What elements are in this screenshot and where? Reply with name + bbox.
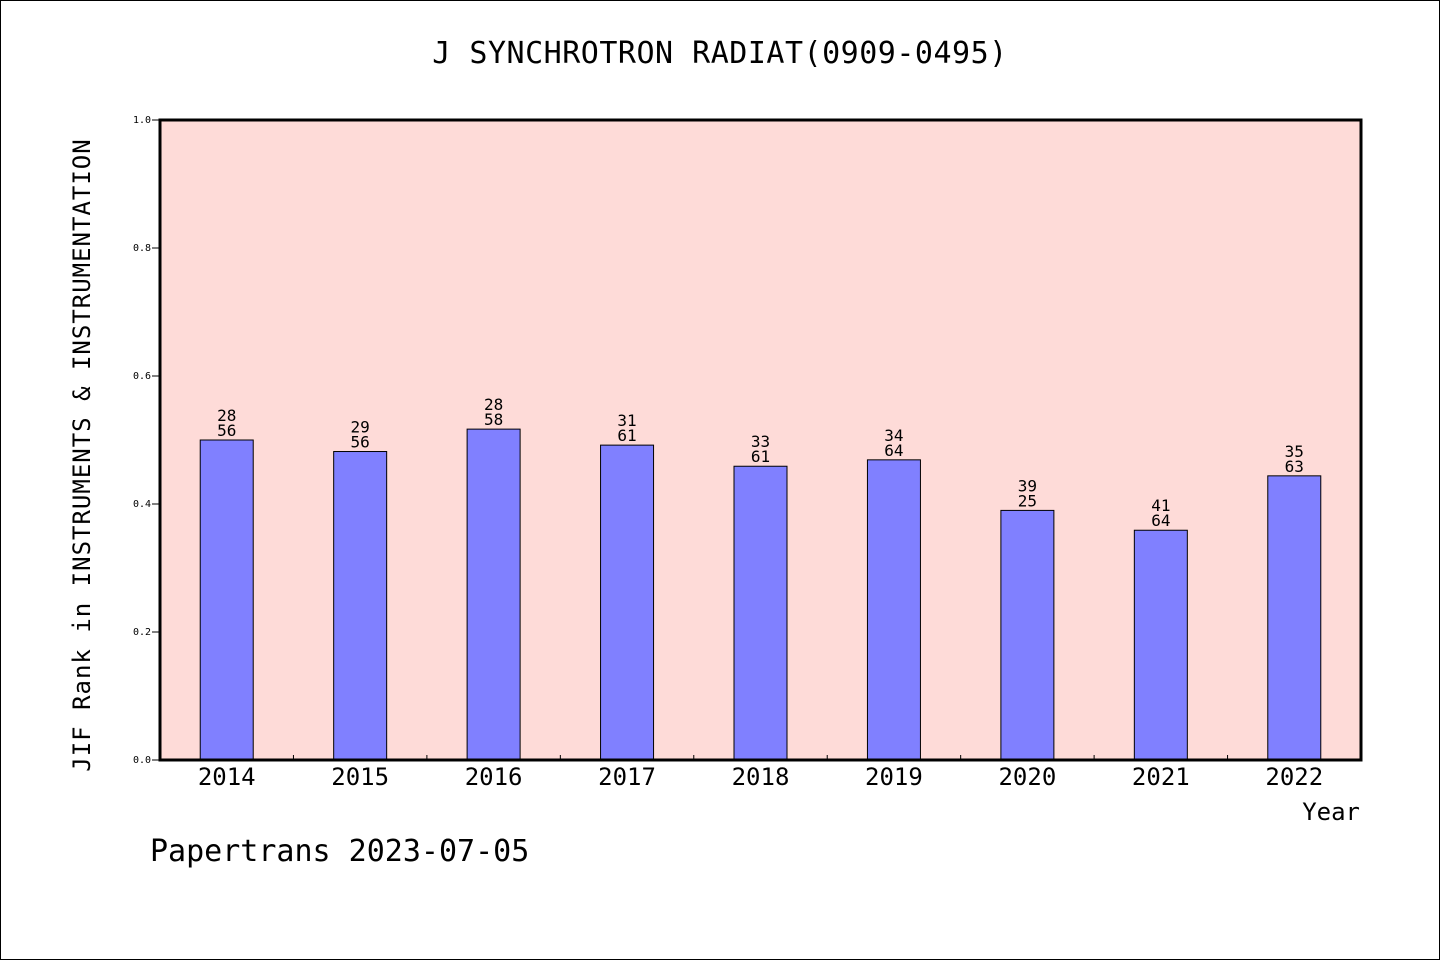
bar-2016 <box>466 428 521 761</box>
bar-2018 <box>733 465 788 761</box>
bar-label-top-2017: 31 <box>617 411 636 430</box>
bar-label-bottom-2018: 61 <box>751 447 770 466</box>
bar-label-top-2019: 34 <box>884 426 903 445</box>
plot-area: 2856201429562015285820163161201733612018… <box>133 115 1363 791</box>
x-axis-label: Year <box>1302 798 1360 826</box>
y-tick-label-0.8: 0.8 <box>133 243 151 254</box>
bar-label-top-2014: 28 <box>217 406 236 425</box>
bar-label-bottom-2015: 56 <box>351 433 370 452</box>
bar-label-bottom-2020: 25 <box>1018 491 1037 510</box>
bar-2019 <box>866 459 921 761</box>
y-tick-label-0.2: 0.2 <box>133 627 151 638</box>
bar-label-top-2018: 33 <box>751 432 770 451</box>
bar-2015 <box>333 451 388 761</box>
bar-2020 <box>1000 509 1055 761</box>
x-tick-label-2022: 2022 <box>1265 763 1323 791</box>
bar-2022 <box>1267 475 1322 761</box>
y-tick-label-1.0: 1.0 <box>133 115 151 126</box>
y-tick-label-0.4: 0.4 <box>133 499 151 510</box>
bar-2021 <box>1133 529 1188 761</box>
bar-label-bottom-2022: 63 <box>1285 457 1304 476</box>
x-tick-label-2017: 2017 <box>598 763 656 791</box>
bar-label-top-2022: 35 <box>1285 442 1304 461</box>
bar-label-bottom-2019: 64 <box>884 441 903 460</box>
bar-label-top-2020: 39 <box>1018 476 1037 495</box>
bar-label-bottom-2016: 58 <box>484 410 503 429</box>
footer-credit: Papertrans 2023-07-05 <box>150 834 530 869</box>
x-tick-label-2020: 2020 <box>998 763 1056 791</box>
chart-title: J SYNCHROTRON RADIAT(0909-0495) <box>432 36 1008 71</box>
bar-2017 <box>600 444 655 761</box>
x-tick-label-2021: 2021 <box>1132 763 1190 791</box>
bar-label-bottom-2014: 56 <box>217 421 236 440</box>
bar-label-bottom-2021: 64 <box>1151 511 1170 530</box>
x-tick-label-2016: 2016 <box>465 763 523 791</box>
x-tick-label-2019: 2019 <box>865 763 923 791</box>
bar-label-bottom-2017: 61 <box>617 426 636 445</box>
x-tick-label-2014: 2014 <box>198 763 256 791</box>
bar-label-top-2015: 29 <box>351 418 370 437</box>
y-tick-label-0.0: 0.0 <box>133 755 151 766</box>
y-tick-label-0.6: 0.6 <box>133 371 151 382</box>
plot-border <box>158 118 1363 762</box>
bar-label-top-2021: 41 <box>1151 496 1170 515</box>
x-tick-label-2018: 2018 <box>732 763 790 791</box>
bar-2014 <box>199 439 254 761</box>
bar-label-top-2016: 28 <box>484 395 503 414</box>
x-tick-label-2015: 2015 <box>331 763 389 791</box>
